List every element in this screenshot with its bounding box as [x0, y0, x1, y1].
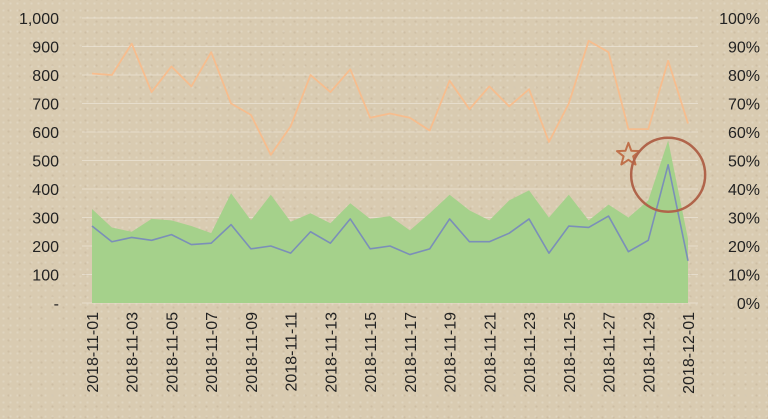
x-tick-label: 2018-11-07 [204, 312, 221, 393]
y-left-tick-label: 400 [32, 182, 59, 199]
x-tick-label: 2018-11-25 [562, 312, 579, 393]
y-left-tick-label: 600 [32, 125, 59, 142]
x-tick-label: 2018-11-17 [403, 312, 420, 393]
x-tick-label: 2018-11-09 [244, 312, 261, 393]
y-right-tick-label: 60% [728, 125, 760, 142]
star-annotation [616, 141, 641, 166]
x-tick-label: 2018-11-29 [641, 312, 658, 393]
circle-annotation [629, 136, 707, 213]
y-left-tick-label: 300 [32, 211, 59, 228]
y-right-tick-label: 90% [728, 40, 760, 57]
y-left-tick-label: 1,000 [19, 11, 59, 28]
x-tick-label: 2018-11-27 [602, 312, 619, 393]
y-left-tick-label: 800 [32, 68, 59, 85]
x-tick-label: 2018-11-13 [323, 312, 340, 393]
x-tick-label: 2018-12-01 [681, 312, 698, 394]
x-tick-label: 2018-11-19 [443, 312, 460, 393]
y-right-tick-label: 50% [728, 154, 760, 171]
y-left-tick-label: 200 [32, 239, 59, 256]
y-right-tick-label: 70% [728, 97, 760, 114]
x-tick-label: 2018-11-23 [522, 312, 539, 393]
y-left-tick-label: - [54, 296, 59, 313]
y-right-tick-label: 30% [728, 211, 760, 228]
y-right-tick-label: 100% [719, 11, 760, 28]
y-right-tick-label: 10% [728, 268, 760, 285]
y-right-tick-label: 0% [737, 296, 760, 313]
x-tick-label: 2018-11-21 [482, 312, 499, 393]
x-tick-label: 2018-11-11 [284, 312, 301, 392]
y-left-tick-label: 500 [32, 154, 59, 171]
y-right-tick-label: 80% [728, 68, 760, 85]
x-tick-label: 2018-11-03 [125, 312, 142, 393]
x-tick-label: 2018-11-01 [85, 312, 102, 393]
y-left-tick-label: 100 [32, 268, 59, 285]
line-series-right [91, 39, 689, 156]
area-series [92, 140, 688, 303]
y-left-tick-label: 700 [32, 97, 59, 114]
y-left-tick-label: 900 [32, 40, 59, 57]
line-series-left [91, 163, 689, 261]
x-tick-label: 2018-11-05 [164, 312, 181, 393]
y-right-tick-label: 40% [728, 182, 760, 199]
x-tick-label: 2018-11-15 [363, 312, 380, 393]
y-right-tick-label: 20% [728, 239, 760, 256]
